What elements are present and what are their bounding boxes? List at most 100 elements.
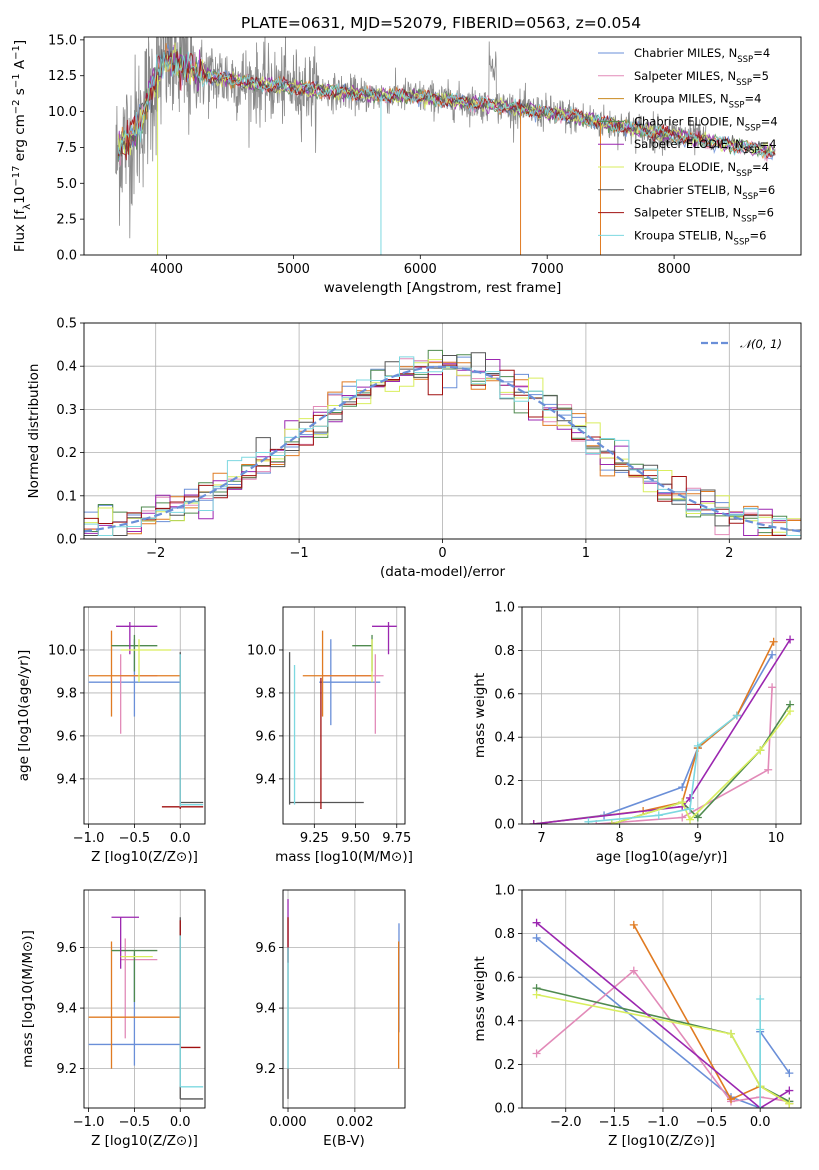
- x-tick-label: 4000: [150, 262, 183, 277]
- mass-weight-point: [693, 741, 702, 750]
- mass-weight-point: [686, 804, 695, 813]
- x-tick-label: 9.75: [382, 831, 411, 846]
- legend-nsub: SSP: [744, 146, 760, 156]
- y-axis-label-part: s: [12, 88, 28, 99]
- legend-entry: Chabrier ELODIE, NSSP=4: [634, 114, 778, 133]
- mass-weight-point: [629, 966, 638, 975]
- y-tick-label: 0.4: [494, 1014, 515, 1029]
- x-tick-label: 0: [438, 546, 446, 561]
- x-tick-label: −0.5: [119, 1115, 151, 1130]
- weight-vs-Z-frame: [521, 889, 802, 1109]
- y-tick-label: 0.3: [56, 403, 77, 418]
- y-tick-label: 9.8: [255, 686, 276, 701]
- y-tick-label: 0.6: [494, 971, 515, 986]
- mass-weight-line: [596, 687, 773, 824]
- mass-weight-point: [727, 1095, 736, 1104]
- legend-entry: Kroupa STELIB, NSSP=6: [634, 228, 766, 247]
- y-tick-label: 9.6: [255, 729, 276, 744]
- age-vs-Z-panel: −1.0 −0.5 0.0 9.4 9.6 9.8 10.0 Z [log10(Z/Z⊙)] a…: [16, 606, 206, 865]
- y-tick-label: 9.4: [56, 772, 77, 787]
- legend-label: Salpeter STELIB: [634, 206, 725, 220]
- age-vs-mass-frame: [282, 606, 406, 825]
- y-tick-label: 10.0: [247, 643, 276, 658]
- x-tick-label: −2.0: [550, 1115, 582, 1130]
- mass-weight-point: [686, 815, 695, 824]
- mass-weight-line: [536, 993, 790, 1105]
- residuals-panel: −2 −1 0 1 2 0.0 0.1 0.2 0.3 0.4 0.5 (data-model)/er…: [26, 317, 802, 580]
- mass-weight-point: [678, 798, 687, 807]
- age-vs-mass-marks: [288, 622, 397, 809]
- x-tick-label: 9: [694, 831, 702, 846]
- mass-weight-point: [532, 933, 541, 942]
- legend-n-prefix: , N: [726, 183, 742, 197]
- y-tick-label: 0.0: [56, 249, 77, 264]
- y-axis-label-part: −1: [11, 45, 22, 60]
- mass-weight-point: [584, 817, 593, 824]
- x-tick-label: 8000: [658, 262, 691, 277]
- y-axis-label-part: −17: [11, 166, 22, 187]
- mass-weight-point: [678, 813, 687, 822]
- y-tick-label: 9.4: [255, 1002, 276, 1017]
- x-tick-label: 0.0: [170, 1115, 191, 1130]
- y-tick-label: 9.6: [56, 729, 77, 744]
- y-tick-label: 9.6: [255, 941, 276, 956]
- plot-layer: 4000 5000 6000 7000 80000.02.55.07.510.012.5…: [11, 33, 802, 1149]
- y-axis-label-part: λ: [22, 204, 33, 210]
- legend-n-eq: =: [760, 137, 770, 151]
- x-tick-label: 0.0: [170, 831, 191, 846]
- weight-vs-Z-marks: [532, 918, 794, 1108]
- legend-n-prefix: , N: [728, 137, 744, 151]
- legend-n-eq: =: [752, 69, 762, 83]
- mass-weight-point: [693, 813, 702, 822]
- y-tick-label: 9.2: [255, 1062, 276, 1077]
- y-axis-label: mass weight: [472, 956, 488, 1041]
- mass-weight-point: [764, 765, 773, 774]
- legend-n-value: 4: [754, 92, 761, 106]
- y-axis-label-part: −2: [11, 99, 22, 114]
- mass-weight-point: [769, 637, 778, 646]
- legend-n-prefix: , N: [729, 114, 745, 128]
- model-spectrum-line: [117, 51, 776, 161]
- x-tick-label: 1: [582, 546, 590, 561]
- legend-entry: Chabrier MILES, NSSP=4: [634, 46, 770, 65]
- y-tick-label: 0.2: [494, 1058, 515, 1073]
- weight-vs-Z-panel: −2.0 −1.5 −1.0 −0.5 0.0 0.0 0.2 0.4 0.6 0.8 1.0 Z […: [472, 884, 802, 1149]
- model-spectrum-line: [117, 44, 776, 157]
- residual-histogram-step: [84, 352, 801, 536]
- y-tick-label: 0.4: [494, 731, 515, 746]
- x-axis-label: (data-model)/error: [380, 564, 506, 580]
- residual-histogram-step: [84, 364, 801, 536]
- x-tick-label: 9.50: [341, 831, 370, 846]
- mass-weight-point: [756, 1104, 765, 1108]
- legend-nsub: SSP: [734, 237, 750, 247]
- age-vs-Z-frame: [83, 606, 206, 825]
- y-tick-label: 9.2: [56, 1062, 77, 1077]
- x-tick-label: −1.0: [73, 1115, 105, 1130]
- legend-label: Salpeter ELODIE: [634, 137, 728, 151]
- x-axis-label: mass [log10(M/M⊙)]: [275, 849, 413, 865]
- mass-weight-point: [768, 683, 777, 692]
- y-axis-label: Flux [fλ10−17 erg cm−2 s−1 A−1]: [11, 40, 33, 252]
- x-tick-label: 9.25: [300, 831, 329, 846]
- mass-weight-point: [756, 746, 765, 755]
- x-tick-label: −1.5: [599, 1115, 631, 1130]
- y-axis-label-part: A: [12, 59, 28, 73]
- model-spectrum-line: [117, 42, 776, 156]
- y-axis-label: mass weight: [472, 673, 488, 758]
- legend-n-prefix: , N: [720, 69, 736, 83]
- y-tick-label: 0.2: [494, 774, 515, 789]
- mass-weight-point: [654, 811, 663, 820]
- mass-weight-point: [785, 1099, 794, 1108]
- mass-weight-point: [686, 793, 695, 802]
- x-tick-label: 10: [768, 831, 785, 846]
- x-tick-label: −2: [146, 546, 165, 561]
- mass-vs-Z-marks: [88, 916, 204, 1100]
- observed-spectrum-line: [115, 37, 707, 239]
- y-axis-label-part: 10: [12, 187, 28, 204]
- legend-n-value: 4: [769, 137, 776, 151]
- x-axis-label: age [log10(age/yr)]: [596, 849, 728, 865]
- mass-weight-line: [536, 922, 790, 1108]
- legend-nsub: SSP: [736, 169, 752, 179]
- y-tick-label: 1.0: [494, 601, 515, 616]
- y-tick-label: 0.6: [494, 687, 515, 702]
